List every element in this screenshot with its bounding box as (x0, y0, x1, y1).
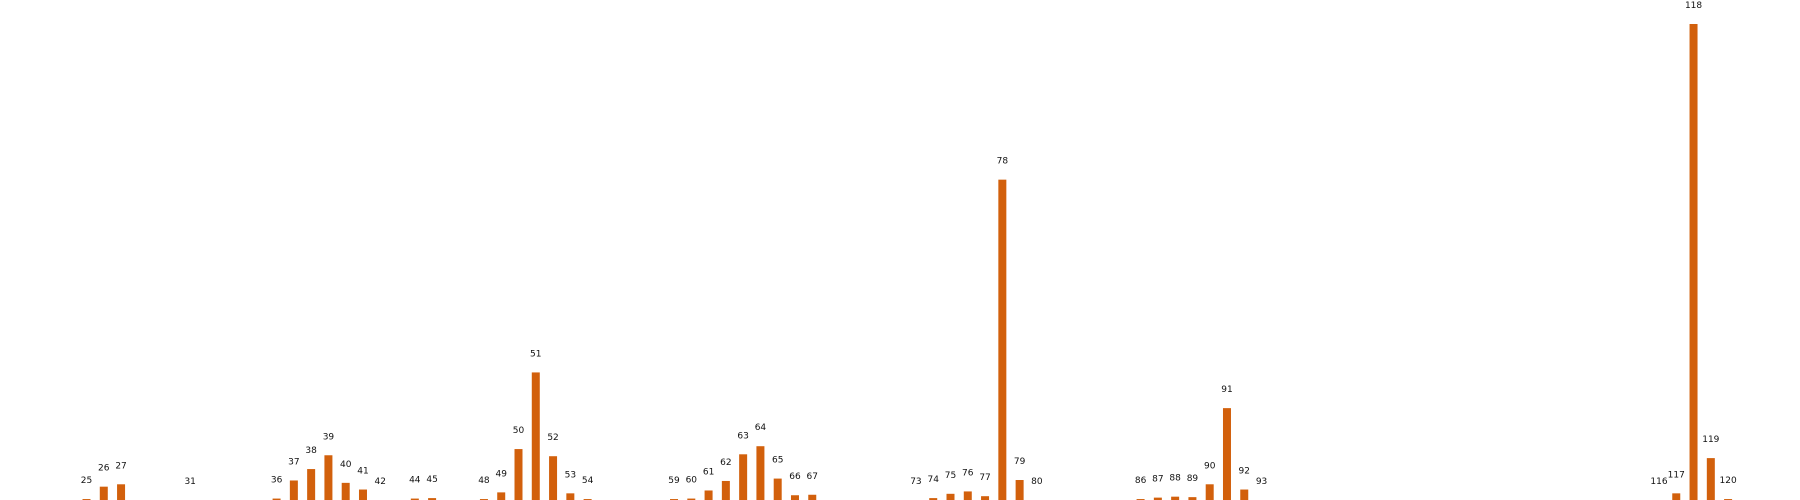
bar-label-73: 73 (910, 477, 921, 487)
bar-label-77: 77 (979, 473, 990, 483)
bar-45 (428, 498, 437, 500)
bar-label-42: 42 (375, 477, 386, 487)
bar-label-37: 37 (288, 457, 299, 467)
bar-63 (739, 454, 748, 500)
bar-label-78: 78 (997, 157, 1009, 167)
bar-label-59: 59 (668, 476, 680, 486)
bar-41 (358, 489, 367, 500)
bar-label-89: 89 (1187, 474, 1199, 484)
bar-36 (272, 498, 281, 500)
bar-label-51: 51 (530, 349, 541, 359)
bar-label-120: 120 (1720, 476, 1737, 486)
bar-label-90: 90 (1204, 461, 1216, 471)
bar-38 (307, 469, 316, 500)
bar-label-36: 36 (271, 476, 283, 486)
bar-91 (1222, 408, 1231, 500)
bar-52 (549, 456, 558, 500)
bar-label-91: 91 (1221, 385, 1232, 395)
bar-label-65: 65 (772, 456, 783, 466)
bar-label-54: 54 (582, 476, 594, 486)
bar-label-44: 44 (409, 476, 421, 486)
bar-label-74: 74 (927, 475, 939, 485)
bar-label-50: 50 (513, 426, 525, 436)
bar-119 (1706, 458, 1715, 500)
bar-67 (808, 494, 817, 500)
bar-79 (1015, 480, 1024, 500)
bar-label-117: 117 (1668, 470, 1685, 480)
bar-label-52: 52 (547, 433, 558, 443)
bar-label-38: 38 (305, 446, 317, 456)
bar-76 (963, 491, 972, 500)
bar-label-63: 63 (737, 431, 748, 441)
bar-87 (1153, 497, 1162, 500)
bar-label-45: 45 (426, 475, 437, 485)
bar-label-25: 25 (81, 476, 92, 486)
bar-78 (998, 179, 1007, 500)
bar-label-86: 86 (1135, 476, 1147, 486)
bar-40 (341, 482, 350, 500)
bar-label-53: 53 (565, 470, 576, 480)
bar-label-31: 31 (184, 477, 195, 487)
bar-label-88: 88 (1169, 474, 1181, 484)
bar-label-66: 66 (789, 472, 801, 482)
bar-89 (1188, 497, 1197, 500)
bar-75 (946, 493, 955, 500)
bar-label-64: 64 (755, 423, 767, 433)
bar-label-67: 67 (807, 472, 818, 482)
bar-label-26: 26 (98, 464, 110, 474)
bar-77 (981, 496, 990, 500)
bar-44 (410, 498, 419, 500)
bar-label-48: 48 (478, 476, 490, 486)
labels-group: 25 26 27 31 36 37 38 39 40 41 42 44 45 48 49 50 51 52 53 54… (81, 1, 1737, 487)
bar-74 (929, 498, 938, 500)
bar-27 (117, 484, 126, 500)
bar-88 (1171, 496, 1180, 500)
bar-label-76: 76 (962, 468, 974, 478)
bar-117 (1672, 493, 1681, 500)
bar-label-87: 87 (1152, 475, 1163, 485)
bar-label-118: 118 (1685, 1, 1702, 11)
bar-label-39: 39 (323, 432, 335, 442)
bar-61 (704, 490, 713, 500)
bar-label-80: 80 (1031, 477, 1043, 487)
bar-label-49: 49 (495, 469, 507, 479)
bar-label-60: 60 (686, 476, 698, 486)
bar-65 (773, 478, 782, 500)
bar-label-92: 92 (1239, 467, 1250, 477)
bar-51 (531, 372, 540, 500)
bar-66 (790, 495, 799, 500)
bar-label-75: 75 (945, 471, 956, 481)
bar-label-79: 79 (1014, 457, 1026, 467)
bar-label-27: 27 (115, 461, 126, 471)
bar-118 (1689, 24, 1698, 500)
bar-62 (721, 480, 730, 500)
bar-39 (324, 455, 333, 500)
bar-label-40: 40 (340, 460, 352, 470)
bar-50 (514, 449, 523, 500)
bar-label-119: 119 (1702, 435, 1719, 445)
bar-label-93: 93 (1256, 477, 1267, 487)
bar-49 (497, 492, 506, 500)
bar-label-61: 61 (703, 467, 714, 477)
bar-37 (289, 480, 298, 500)
bar-53 (566, 493, 575, 500)
bar-label-116: 116 (1650, 477, 1667, 487)
bar-90 (1205, 484, 1214, 500)
bar-label-62: 62 (720, 458, 731, 468)
bar-64 (756, 446, 765, 500)
bars-group (82, 24, 1733, 500)
bar-92 (1240, 489, 1249, 500)
bar-label-41: 41 (357, 467, 368, 477)
bar-60 (687, 498, 696, 500)
bar-26 (99, 486, 108, 500)
